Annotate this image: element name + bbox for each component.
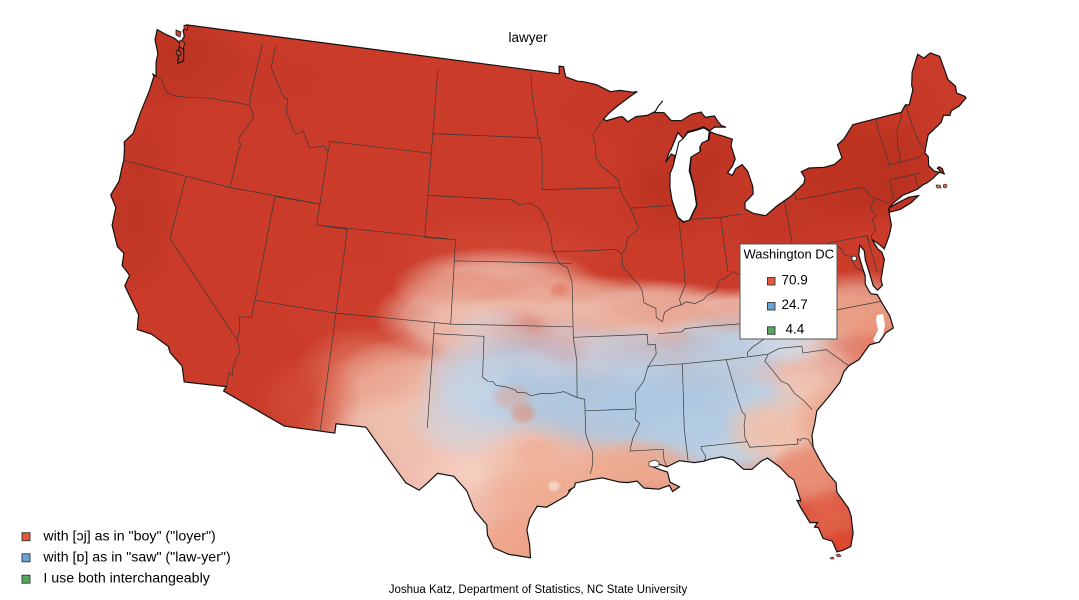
svg-text:4.4: 4.4 <box>786 321 805 336</box>
svg-text:lawyer: lawyer <box>508 30 548 45</box>
svg-text:I use both interchangeably: I use both interchangeably <box>43 570 210 586</box>
svg-text:70.9: 70.9 <box>782 272 808 287</box>
svg-text:24.7: 24.7 <box>782 297 808 312</box>
svg-text:with [ɔj] as in "boy" ("loyer": with [ɔj] as in "boy" ("loyer") <box>42 529 215 545</box>
svg-text:with [ɒ] as in "saw" ("law-yer: with [ɒ] as in "saw" ("law-yer") <box>42 550 230 566</box>
svg-text:Washington DC: Washington DC <box>744 246 835 261</box>
svg-text:Joshua Katz, Department of Sta: Joshua Katz, Department of Statistics, N… <box>389 584 688 596</box>
